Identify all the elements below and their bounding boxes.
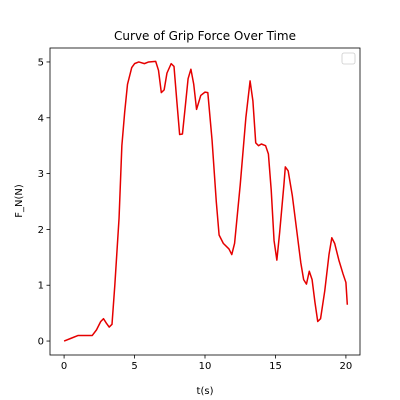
- y-tick-label: 2: [38, 225, 44, 236]
- x-tick-label: 20: [340, 361, 353, 372]
- x-tick-label: 10: [199, 361, 212, 372]
- y-tick-label: 0: [38, 337, 44, 348]
- data-line: [63, 60, 349, 342]
- x-tick-label: 15: [269, 361, 282, 372]
- y-tick-label: 3: [38, 169, 44, 180]
- legend-box: [341, 52, 356, 65]
- y-tick-label: 4: [38, 113, 44, 124]
- x-axis-label: t(s): [197, 386, 214, 397]
- y-tick-label: 1: [38, 281, 44, 292]
- y-tick-label: 5: [38, 57, 44, 68]
- y-axis-label: F_N(N): [14, 184, 25, 218]
- plot-frame: [49, 47, 361, 356]
- x-tick-label: 5: [131, 361, 137, 372]
- x-tick-label: 0: [61, 361, 67, 372]
- chart-title: Curve of Grip Force Over Time: [114, 29, 296, 43]
